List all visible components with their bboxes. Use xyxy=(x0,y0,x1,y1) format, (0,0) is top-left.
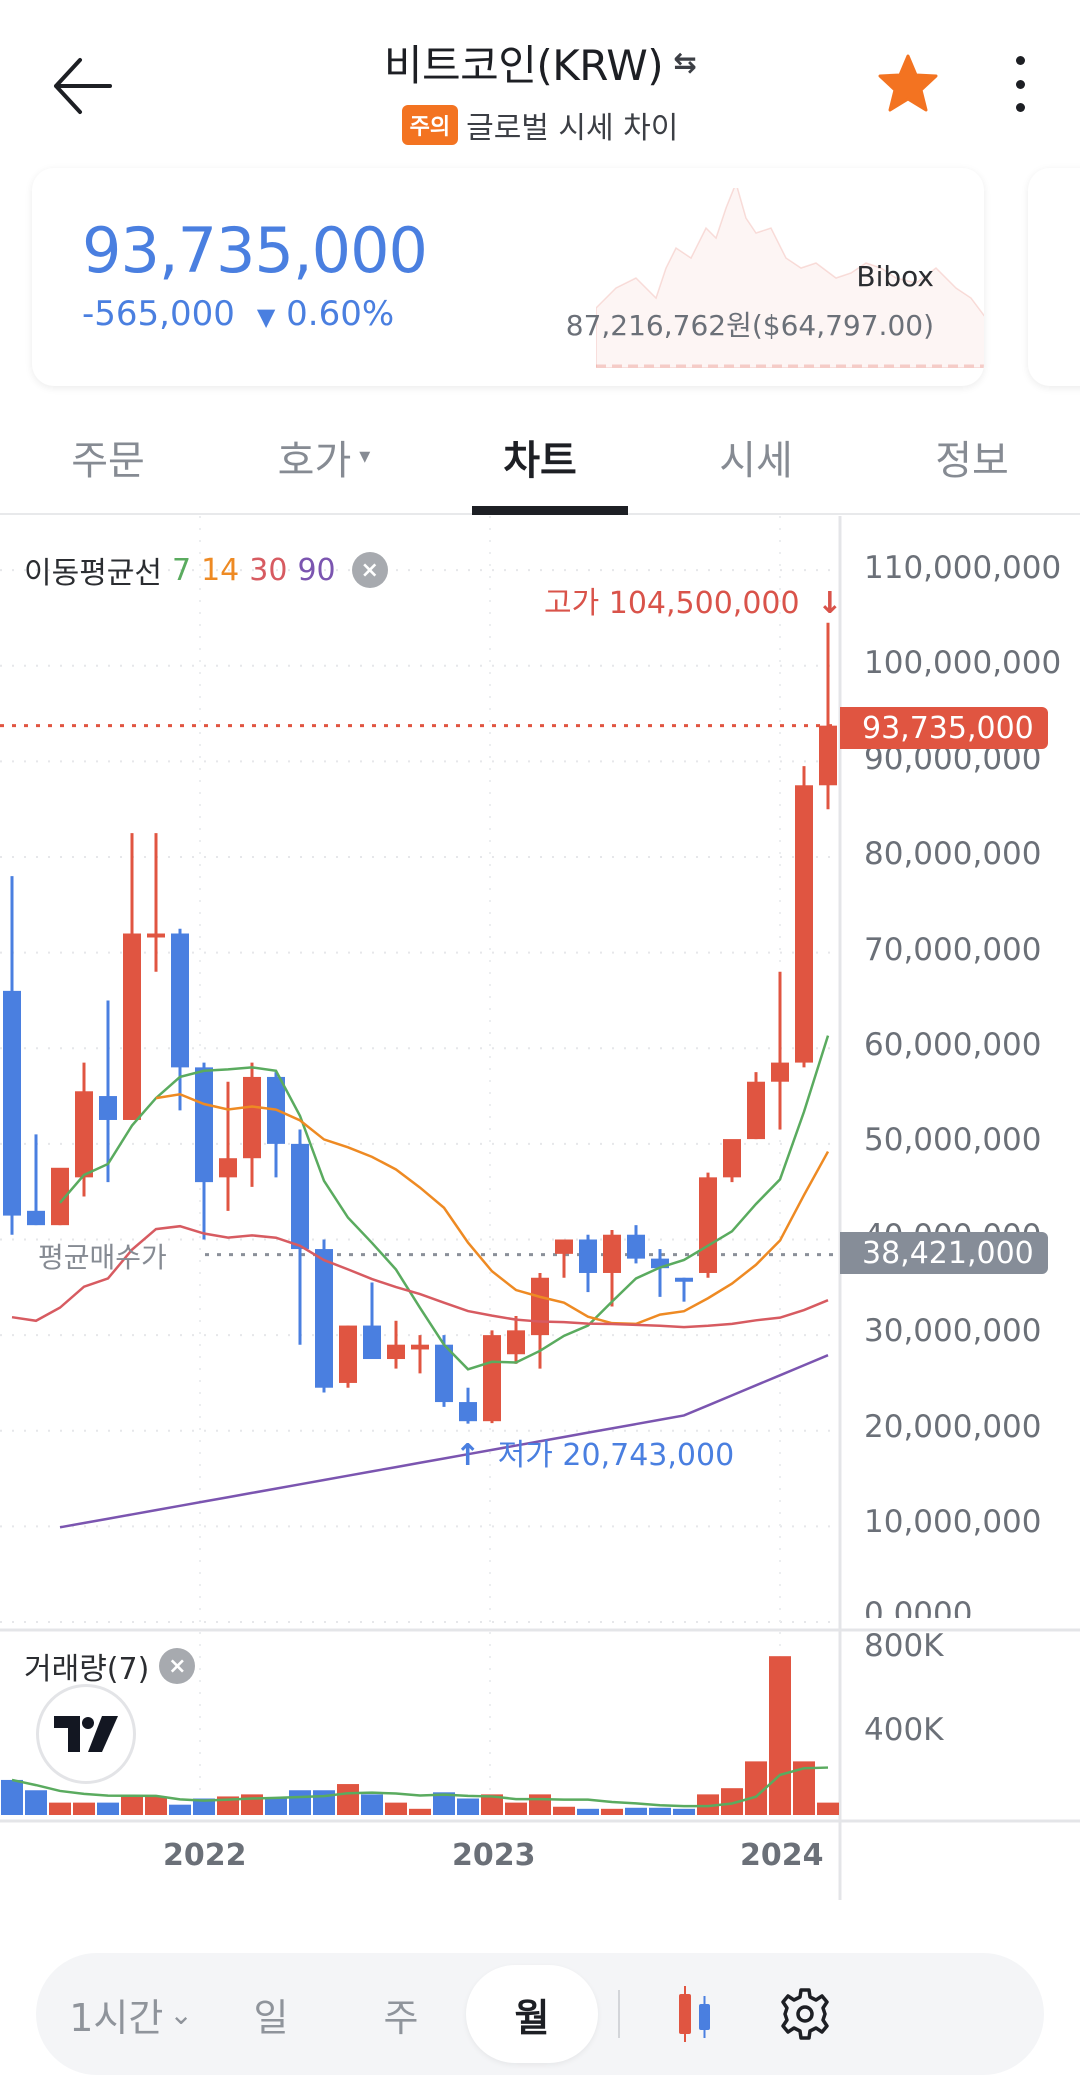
warning-text: 글로벌 시세 차이 xyxy=(466,111,679,146)
volume-axis-label: 800K xyxy=(864,1628,944,1664)
tradingview-logo[interactable] xyxy=(36,1684,136,1784)
x-axis-label: 2024 xyxy=(740,1838,824,1873)
chart-toolbar: 1시간 ⌄ 일 주 월 xyxy=(36,1953,1044,2075)
period-week[interactable]: 주 xyxy=(383,1995,419,2040)
avg-buy-price-label: 평균매수가 xyxy=(38,1241,167,1274)
star-icon xyxy=(878,54,938,112)
kebab-dot xyxy=(1015,56,1025,65)
arrow-left-icon xyxy=(54,58,112,114)
y-axis-label: 0.0000 xyxy=(864,1596,973,1618)
change-percent: 0.60% xyxy=(286,294,395,334)
arrow-up-icon: ↑ xyxy=(455,1438,481,1473)
next-exchange-card[interactable] xyxy=(1028,168,1080,386)
exchange-name: Bibox xyxy=(856,260,934,293)
ma-label: 이동평균선 xyxy=(24,556,162,591)
kebab-dot xyxy=(1015,103,1025,112)
y-axis-label: 100,000,000 xyxy=(864,645,1062,681)
candlestick-chart[interactable] xyxy=(0,0,1080,1900)
avg-buy-price-tag: 38,421,000 xyxy=(840,1232,1048,1274)
low-price-text: 저가 20,743,000 xyxy=(497,1438,735,1473)
y-axis-label: 60,000,000 xyxy=(864,1027,1042,1063)
ma-14: 14 xyxy=(201,552,240,588)
settings-button[interactable] xyxy=(750,1965,860,2063)
tab-info[interactable]: 정보 xyxy=(864,400,1080,513)
tab-label: 차트 xyxy=(503,437,577,484)
volume-label: 거래량(7) xyxy=(24,1652,150,1687)
tab-orderbook[interactable]: 호가 ▾ xyxy=(216,400,432,513)
current-price: 93,735,000 xyxy=(82,214,428,287)
ma-30: 30 xyxy=(249,552,288,588)
chart-type-button[interactable] xyxy=(640,1965,750,2063)
caret-down-icon: ▾ xyxy=(359,444,371,469)
more-menu-button[interactable] xyxy=(1000,52,1040,116)
favorite-button[interactable] xyxy=(876,52,940,116)
tab-chart[interactable]: 차트 xyxy=(432,400,648,515)
tab-order[interactable]: 주문 xyxy=(0,400,216,513)
high-price-text: 고가 104,500,000 xyxy=(544,586,800,621)
y-axis-label: 10,000,000 xyxy=(864,1504,1042,1540)
tab-quotes[interactable]: 시세 xyxy=(648,400,864,513)
volume-legend[interactable]: 거래량(7) × xyxy=(24,1644,196,1688)
tab-bar: 주문 호가 ▾ 차트 시세 정보 xyxy=(0,400,1080,515)
low-price-label: ↑ 저가 20,743,000 xyxy=(455,1430,734,1474)
price-card[interactable]: 93,735,000 -565,000 ▼ 0.60% Bibox 87,216… xyxy=(32,168,984,386)
header: 비트코인(KRW) ⇆ 주의 글로벌 시세 차이 xyxy=(0,0,1080,160)
current-price-tag: 93,735,000 xyxy=(840,707,1048,749)
divider xyxy=(618,1990,620,2038)
chevron-down-icon: ⌄ xyxy=(169,1997,193,2031)
arrow-down-icon: ↓ xyxy=(817,586,843,621)
warning-badge: 주의 xyxy=(401,105,459,145)
y-axis-label: 20,000,000 xyxy=(864,1409,1042,1445)
y-axis-label: 110,000,000 xyxy=(864,550,1062,586)
swap-icon[interactable]: ⇆ xyxy=(673,46,697,79)
candlestick-icon xyxy=(679,1986,710,2042)
high-price-label: 고가 104,500,000 ↓ xyxy=(544,578,842,622)
y-axis-label: 30,000,000 xyxy=(864,1313,1042,1349)
ma-7: 7 xyxy=(172,552,192,588)
close-volume-icon[interactable]: × xyxy=(159,1648,196,1684)
close-ma-icon[interactable]: × xyxy=(351,552,388,588)
price-change: -565,000 ▼ 0.60% xyxy=(82,294,394,334)
tradingview-icon xyxy=(54,1716,118,1752)
period-label: 1시간 xyxy=(69,1995,164,2040)
moving-average-legend[interactable]: 이동평균선 7 14 30 90 × xyxy=(24,548,388,592)
coin-title[interactable]: 비트코인(KRW) ⇆ xyxy=(383,32,697,93)
period-day[interactable]: 일 xyxy=(253,1995,289,2040)
y-axis-label: 80,000,000 xyxy=(864,836,1042,872)
coin-name: 비트코인(KRW) xyxy=(383,41,664,90)
title-wrap: 비트코인(KRW) ⇆ 주의 글로벌 시세 차이 xyxy=(0,32,1080,147)
change-rate: ▼ 0.60% xyxy=(257,294,394,334)
kebab-dot xyxy=(1015,79,1025,89)
y-axis-label: 50,000,000 xyxy=(864,1122,1042,1158)
tab-label: 호가 xyxy=(277,437,352,484)
tab-label: 정보 xyxy=(935,437,1009,484)
down-triangle-icon: ▼ xyxy=(256,303,276,331)
tab-label: 시세 xyxy=(719,437,793,484)
period-1h-dropdown[interactable]: 1시간 ⌄ xyxy=(56,1965,206,2063)
y-axis-label: 70,000,000 xyxy=(864,932,1042,968)
sparkline-chart xyxy=(596,188,984,368)
period-month[interactable]: 월 xyxy=(466,1965,598,2063)
ma-90: 90 xyxy=(297,552,336,588)
x-axis-label: 2022 xyxy=(163,1838,247,1873)
warning-notice[interactable]: 주의 글로벌 시세 차이 xyxy=(401,103,679,147)
change-amount: -565,000 xyxy=(82,294,235,334)
back-button[interactable] xyxy=(46,50,118,122)
volume-axis-label: 400K xyxy=(864,1712,944,1748)
x-axis-label: 2023 xyxy=(452,1838,536,1873)
tab-label: 주문 xyxy=(71,437,145,484)
exchange-price: 87,216,762원($64,797.00) xyxy=(565,309,934,342)
gear-icon xyxy=(781,1988,829,2040)
